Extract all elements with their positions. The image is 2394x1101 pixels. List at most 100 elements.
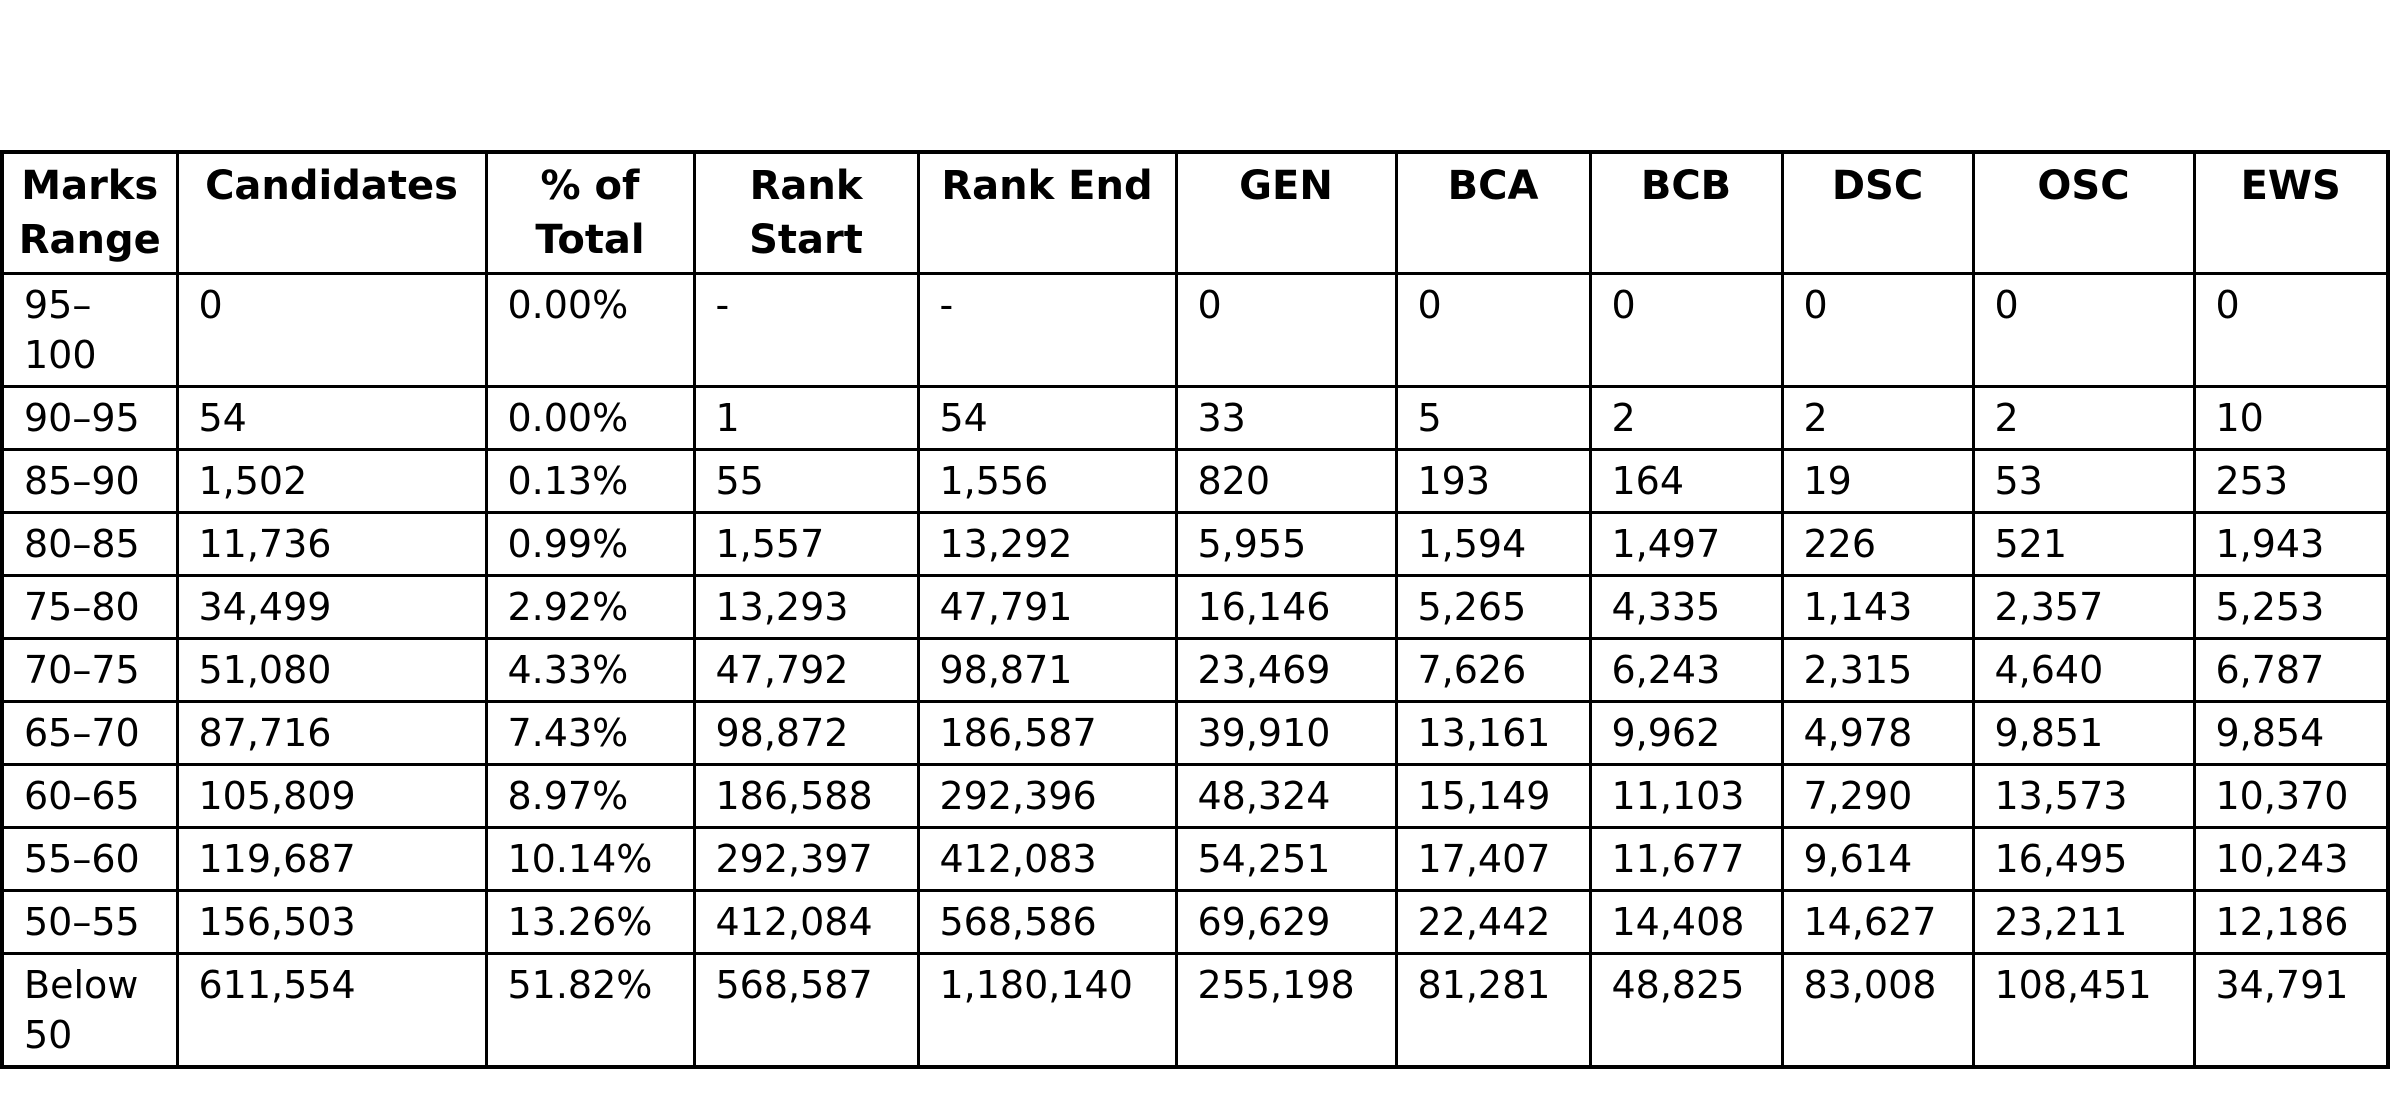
table-row: 65–70 87,716 7.43% 98,872 186,587 39,910 13,16… xyxy=(0,700,2390,766)
table-cell: 0 xyxy=(1588,272,1784,388)
table-cell: 50–55 xyxy=(0,889,179,955)
table-cell: 10,370 xyxy=(2192,763,2390,829)
table-cell: 292,397 xyxy=(692,826,920,892)
table-cell: 0.99% xyxy=(484,511,696,577)
table-header: Marks Range Candidates% of Total Rank Star… xyxy=(0,150,2390,275)
table-cell: 65–70 xyxy=(0,700,179,766)
table-cell: 4.33% xyxy=(484,637,696,703)
table-cell: 7,290 xyxy=(1780,763,1975,829)
column-header: GEN xyxy=(1174,150,1398,275)
table-cell: 23,211 xyxy=(1971,889,2196,955)
table-cell: 108,451 xyxy=(1971,952,2196,1069)
table-cell: 186,588 xyxy=(692,763,920,829)
table-cell: 13,161 xyxy=(1394,700,1592,766)
table-cell: 85–90 xyxy=(0,448,179,514)
table-cell: 54 xyxy=(175,385,488,451)
table-cell: 48,324 xyxy=(1174,763,1398,829)
table-cell: 48,825 xyxy=(1588,952,1784,1069)
table-cell: 19 xyxy=(1780,448,1975,514)
table-cell: 98,871 xyxy=(916,637,1178,703)
table-cell: 14,408 xyxy=(1588,889,1784,955)
table-cell: 226 xyxy=(1780,511,1975,577)
table-cell: 0 xyxy=(1971,272,2196,388)
table-cell: 9,854 xyxy=(2192,700,2390,766)
table-cell: 820 xyxy=(1174,448,1398,514)
table-cell: 14,627 xyxy=(1780,889,1975,955)
table-cell: 5,253 xyxy=(2192,574,2390,640)
table-cell: 2 xyxy=(1780,385,1975,451)
table-cell: 9,962 xyxy=(1588,700,1784,766)
marks-distribution-table: Marks Range Candidates% of Total Rank Star… xyxy=(0,150,2390,1069)
table-cell: 0 xyxy=(1780,272,1975,388)
table-cell: 33 xyxy=(1174,385,1398,451)
table-cell: 253 xyxy=(2192,448,2390,514)
table-cell: 54 xyxy=(916,385,1178,451)
table-cell: 412,083 xyxy=(916,826,1178,892)
table-cell: 4,978 xyxy=(1780,700,1975,766)
table-cell: 90–95 xyxy=(0,385,179,451)
table-cell: 13,292 xyxy=(916,511,1178,577)
column-header: BCA xyxy=(1394,150,1592,275)
table-cell: 0.00% xyxy=(484,385,696,451)
table-cell: 7.43% xyxy=(484,700,696,766)
table-cell: 105,809 xyxy=(175,763,488,829)
column-header: Rank End xyxy=(916,150,1178,275)
table-cell: 1,594 xyxy=(1394,511,1592,577)
table-cell: 1 xyxy=(692,385,920,451)
table-cell: 39,910 xyxy=(1174,700,1398,766)
table-cell: - xyxy=(692,272,920,388)
table-row: 50–55 156,503 13.26% 412,084 568,586 69,629 22… xyxy=(0,889,2390,955)
table-cell: 53 xyxy=(1971,448,2196,514)
table-cell: 75–80 xyxy=(0,574,179,640)
table-cell: 6,243 xyxy=(1588,637,1784,703)
table-cell: 34,791 xyxy=(2192,952,2390,1069)
table-cell: 5,265 xyxy=(1394,574,1592,640)
table-cell: 95–100 xyxy=(0,272,179,388)
table-cell: 10.14% xyxy=(484,826,696,892)
column-header: Marks Range xyxy=(0,150,179,275)
table-cell: 17,407 xyxy=(1394,826,1592,892)
column-header: BCB xyxy=(1588,150,1784,275)
table-cell: 193 xyxy=(1394,448,1592,514)
table-body: 95–100 0 0.00% - -0 0 0 0 0 0 90–95 54 0.00% 1 54 33 5 2 2… xyxy=(0,272,2390,1069)
table-cell: 80–85 xyxy=(0,511,179,577)
table-cell: Below 50 xyxy=(0,952,179,1069)
table-cell: 0 xyxy=(2192,272,2390,388)
table-cell: 2,357 xyxy=(1971,574,2196,640)
column-header: EWS xyxy=(2192,150,2390,275)
table-cell: 0 xyxy=(1174,272,1398,388)
table-row: 55–60 119,687 10.14% 292,397 412,083 54,251 17… xyxy=(0,826,2390,892)
table-cell: 47,792 xyxy=(692,637,920,703)
table-cell: 0.00% xyxy=(484,272,696,388)
table-cell: 10 xyxy=(2192,385,2390,451)
table-cell: 55 xyxy=(692,448,920,514)
column-header: Candidates xyxy=(175,150,488,275)
table-cell: 0.13% xyxy=(484,448,696,514)
table-cell: 1,180,140 xyxy=(916,952,1178,1069)
column-header: DSC xyxy=(1780,150,1975,275)
table-row: 70–75 51,080 4.33% 47,792 98,871 23,469 7,626 6… xyxy=(0,637,2390,703)
table-row: Below 50 611,554 51.82% 568,587 1,180,140 255… xyxy=(0,952,2390,1069)
table-cell: 70–75 xyxy=(0,637,179,703)
table-cell: 15,149 xyxy=(1394,763,1592,829)
table-cell: 81,281 xyxy=(1394,952,1592,1069)
table-cell: 9,614 xyxy=(1780,826,1975,892)
table-cell: 156,503 xyxy=(175,889,488,955)
table-cell: - xyxy=(916,272,1178,388)
table-cell: 1,556 xyxy=(916,448,1178,514)
table-cell: 51,080 xyxy=(175,637,488,703)
table-cell: 7,626 xyxy=(1394,637,1592,703)
table-cell: 69,629 xyxy=(1174,889,1398,955)
table-cell: 255,198 xyxy=(1174,952,1398,1069)
table-cell: 1,557 xyxy=(692,511,920,577)
table-row: 80–85 11,736 0.99% 1,557 13,292 5,955 1,594 1,4… xyxy=(0,511,2390,577)
table-cell: 55–60 xyxy=(0,826,179,892)
table-cell: 22,442 xyxy=(1394,889,1592,955)
table-cell: 83,008 xyxy=(1780,952,1975,1069)
table-cell: 4,640 xyxy=(1971,637,2196,703)
table-cell: 60–65 xyxy=(0,763,179,829)
table-cell: 11,736 xyxy=(175,511,488,577)
header-row: Marks Range Candidates% of Total Rank Star… xyxy=(0,150,2390,275)
table-cell: 10,243 xyxy=(2192,826,2390,892)
table-cell: 12,186 xyxy=(2192,889,2390,955)
